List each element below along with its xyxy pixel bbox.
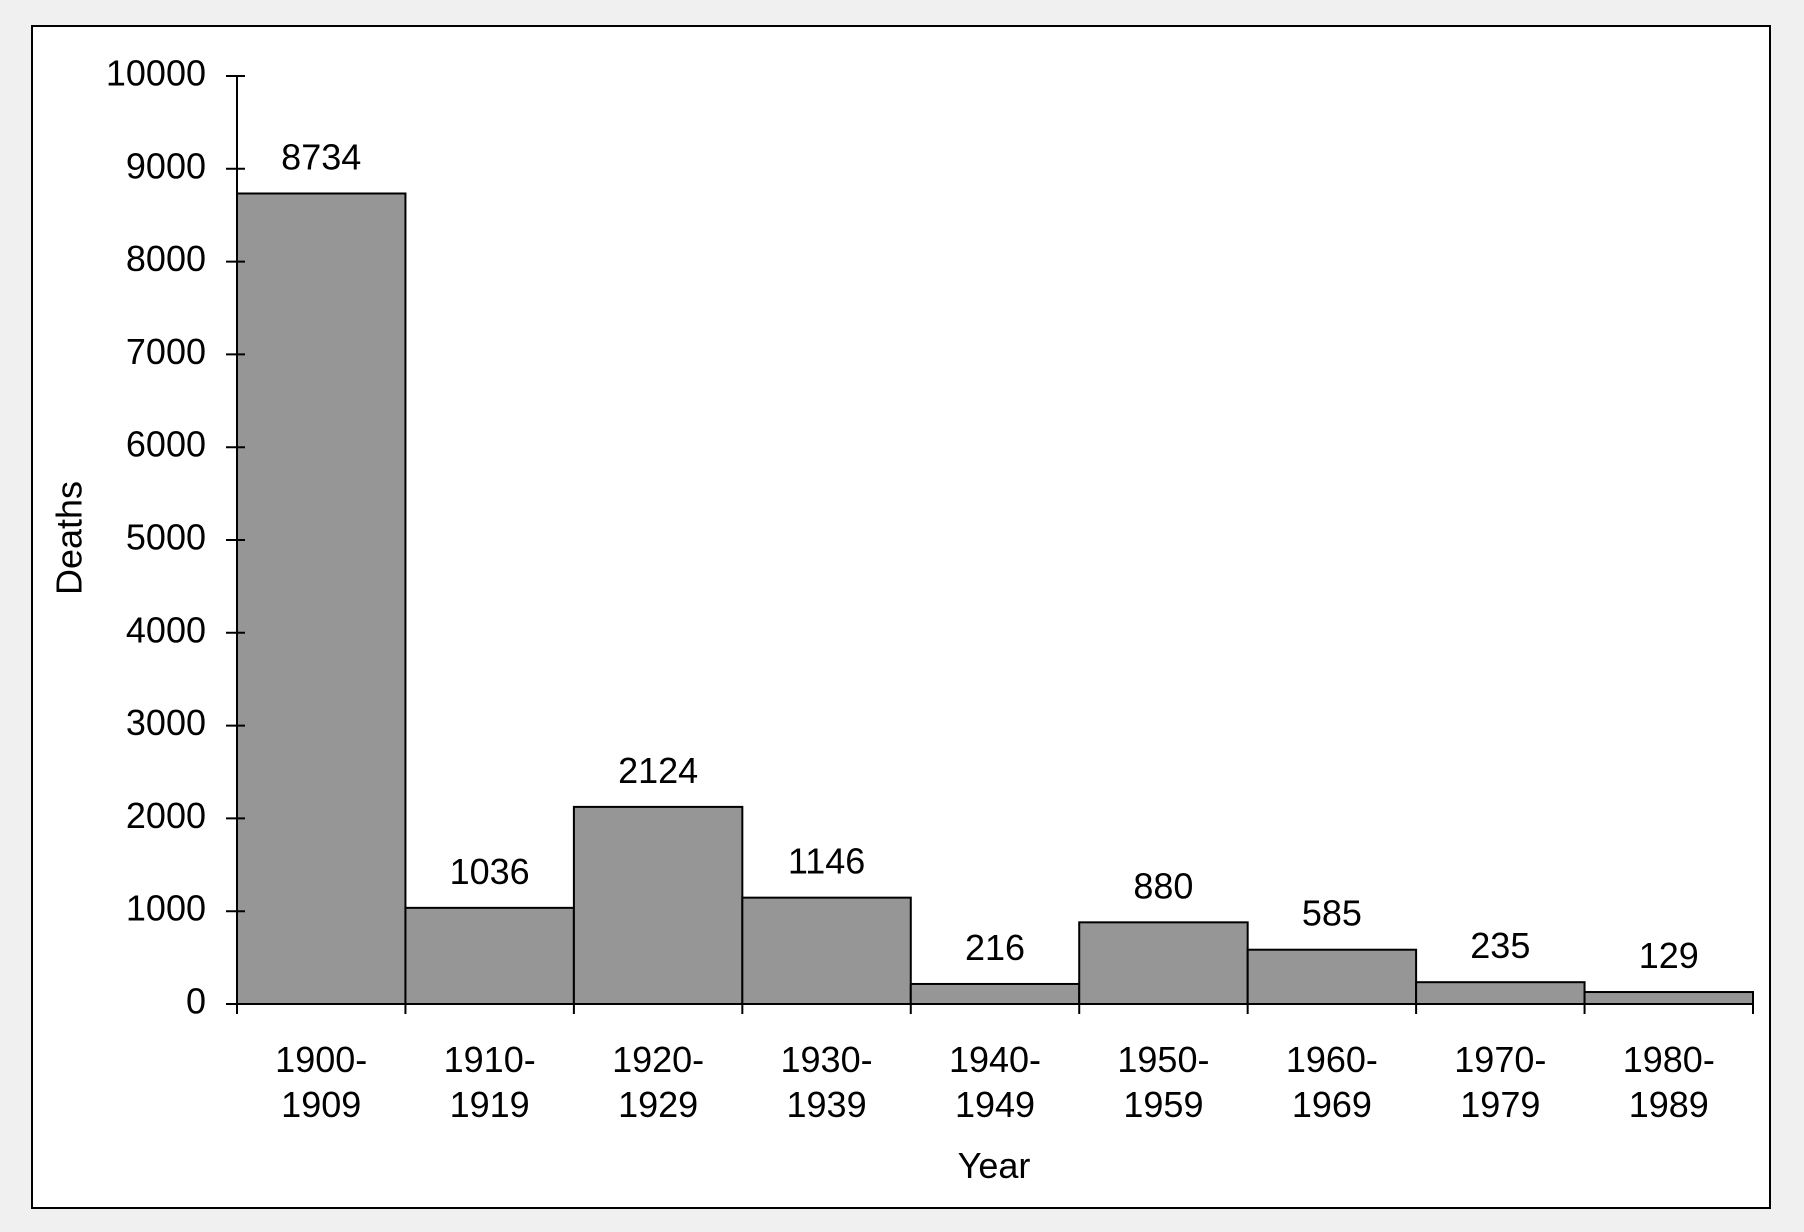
bar-4	[909, 982, 1081, 1005]
y-tick-label-8: 8000	[126, 238, 206, 279]
x-tick-label-1: 1910-1919	[444, 1039, 536, 1125]
y-tick-label-0: 0	[186, 981, 206, 1022]
y-tick-label-7: 7000	[126, 331, 206, 372]
bars-group	[236, 192, 1754, 1006]
data-label-7: 235	[1470, 925, 1530, 966]
axes-group	[226, 75, 1754, 1014]
data-label-4: 216	[965, 927, 1025, 968]
bar-6	[1246, 948, 1418, 1005]
bar-3	[741, 896, 912, 1005]
x-tick-label-5-line-1: 1959	[1123, 1084, 1203, 1125]
x-tick-label-0-line-0: 1900-	[275, 1039, 367, 1080]
bar-1	[404, 906, 575, 1005]
data-label-3: 1146	[788, 841, 865, 882]
bar-2	[572, 805, 744, 1006]
x-tick-label-4-line-0: 1940-	[949, 1039, 1041, 1080]
y-tick-label-6: 6000	[126, 424, 206, 465]
y-tick-label-10: 10000	[106, 53, 206, 94]
x-tick-label-5: 1950-1959	[1117, 1039, 1209, 1125]
x-tick-label-8-line-1: 1989	[1629, 1084, 1709, 1125]
x-tick-label-5-line-0: 1950-	[1117, 1039, 1209, 1080]
y-axis-title: Deaths	[49, 481, 90, 595]
x-tick-label-7: 1970-1979	[1454, 1039, 1546, 1125]
y-tick-label-9: 9000	[126, 145, 206, 186]
x-tick-label-7-line-1: 1979	[1460, 1084, 1540, 1125]
bar-8	[1583, 991, 1754, 1006]
x-tick-label-0-line-1: 1909	[281, 1084, 361, 1125]
y-tick-label-5: 5000	[126, 517, 206, 558]
x-tick-label-3-line-1: 1939	[787, 1084, 867, 1125]
x-tick-label-3-line-0: 1930-	[781, 1039, 873, 1080]
x-tick-label-2: 1920-1929	[612, 1039, 704, 1125]
data-label-6: 585	[1302, 893, 1362, 934]
labels-group: 8734 1036 2124 1146 216 880 585 235 129 0 1000 2000…	[106, 53, 1715, 1125]
x-tick-label-8-line-0: 1980-	[1623, 1039, 1715, 1080]
bar-7	[1415, 981, 1586, 1006]
x-tick-label-6-line-0: 1960-	[1286, 1039, 1378, 1080]
x-tick-label-7-line-0: 1970-	[1454, 1039, 1546, 1080]
x-tick-label-6-line-1: 1969	[1292, 1084, 1372, 1125]
x-axis-title: Year	[958, 1145, 1031, 1186]
x-tick-label-6: 1960-1969	[1286, 1039, 1378, 1125]
y-tick-label-1: 1000	[126, 888, 206, 929]
x-tick-label-3: 1930-1939	[781, 1039, 873, 1125]
x-tick-label-2-line-1: 1929	[618, 1084, 698, 1125]
x-tick-label-8: 1980-1989	[1623, 1039, 1715, 1125]
y-tick-label-3: 3000	[126, 702, 206, 743]
bar-0	[236, 192, 407, 1005]
data-label-5: 880	[1133, 865, 1193, 906]
x-tick-label-2-line-0: 1920-	[612, 1039, 704, 1080]
y-tick-label-4: 4000	[126, 609, 206, 650]
bar-5	[1078, 921, 1249, 1005]
data-label-8: 129	[1639, 935, 1699, 976]
y-tick-label-2: 2000	[126, 795, 206, 836]
x-tick-label-4: 1940-1949	[949, 1039, 1041, 1125]
x-tick-label-0: 1900-1909	[275, 1039, 367, 1125]
data-label-0: 8734	[281, 136, 361, 177]
x-tick-label-1-line-0: 1910-	[444, 1039, 536, 1080]
data-label-2: 2124	[618, 750, 698, 791]
x-tick-label-4-line-1: 1949	[955, 1084, 1035, 1125]
x-tick-label-1-line-1: 1919	[450, 1084, 530, 1125]
data-label-1: 1036	[450, 851, 530, 892]
